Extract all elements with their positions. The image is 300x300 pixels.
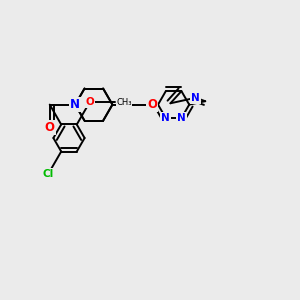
Text: O: O	[85, 98, 94, 107]
Text: N: N	[191, 93, 200, 103]
Text: Cl: Cl	[43, 169, 54, 178]
Text: N: N	[70, 98, 80, 111]
Text: O: O	[45, 121, 55, 134]
Text: CH₃: CH₃	[117, 98, 132, 107]
Text: O: O	[147, 98, 157, 111]
Text: N: N	[161, 113, 170, 123]
Text: N: N	[177, 113, 186, 123]
